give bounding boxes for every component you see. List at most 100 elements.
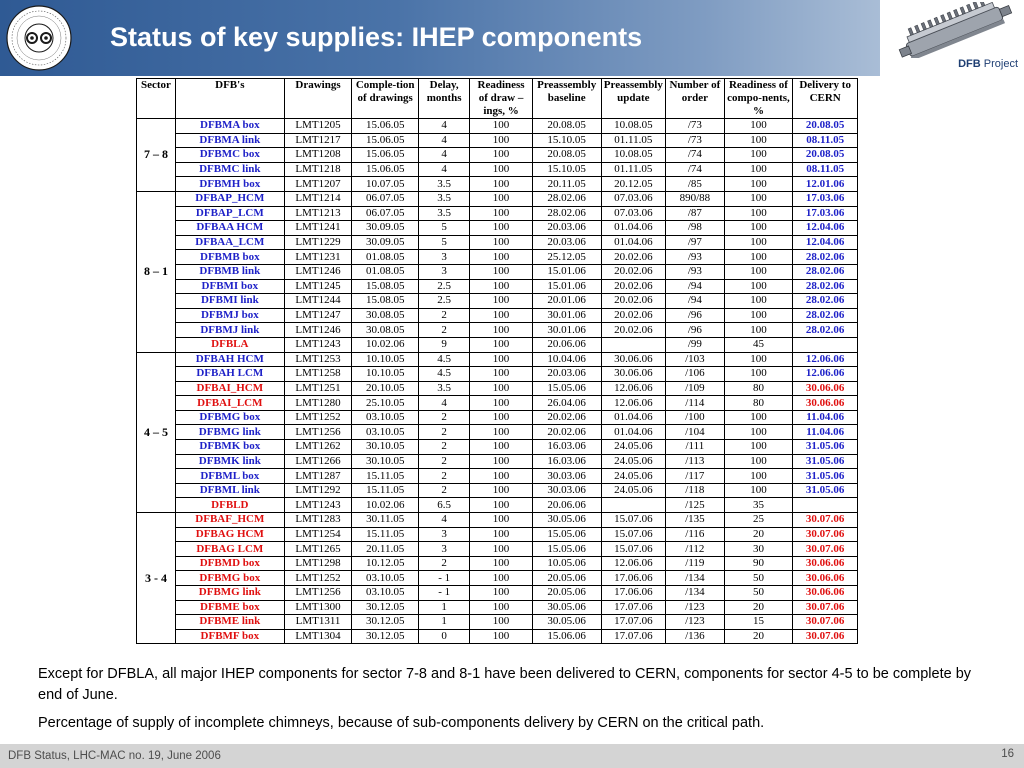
component-name: DFBMG link [174,424,285,441]
supplies-table-container: Sector DFB's Drawings Comple-tion of drawin… [136,78,858,650]
preassembly-baseline: 15.10.05 [531,161,602,178]
component-name: DFBAP_HCM [174,190,285,207]
component-readiness: 50 [723,570,794,586]
component-readiness: 100 [723,190,794,207]
delay-months: 5 [418,220,471,236]
preassembly-update: 01.04.06 [600,409,667,426]
supplies-table: Sector DFB's Drawings Comple-tion of drawin… [136,78,858,645]
drawing-readiness: 100 [469,555,533,572]
component-readiness: 100 [723,351,794,368]
preassembly-update [600,497,667,514]
drawing-number: LMT1229 [283,234,353,251]
component-readiness: 100 [723,118,794,134]
completion-date: 06.07.05 [351,190,420,207]
preassembly-baseline: 20.02.06 [531,424,602,441]
delivery-date: 31.05.06 [792,453,858,470]
preassembly-update: 01.04.06 [600,234,667,251]
delay-months: 3 [418,541,471,557]
drawing-number: LMT1298 [283,555,353,572]
column-header: Sector [136,78,176,119]
drawing-readiness: 100 [469,424,533,441]
table-row: DFBMC box LMT1208 15.06.05 4 100 20.08.05 10.0… [137,147,858,163]
order-number: /87 [665,205,725,222]
delay-months: 2 [418,439,471,455]
completion-date: 15.06.05 [351,132,420,149]
table-row: DFBMJ link LMT1246 30.08.05 2 100 30.01.06 20.… [137,322,858,338]
drawing-readiness: 100 [469,409,533,426]
component-readiness: 80 [723,380,794,397]
delay-months: 6.5 [418,497,471,514]
completion-date: 30.08.05 [351,307,420,324]
completion-date: 20.11.05 [351,541,420,557]
preassembly-update: 15.07.06 [600,526,667,543]
drawing-number: LMT1207 [283,176,353,192]
sector-cell: 8 – 1 [136,190,176,353]
component-readiness: 15 [723,614,794,630]
delivery-date: 30.07.06 [792,628,858,645]
delay-months: 2 [418,482,471,499]
drawing-readiness: 100 [469,395,533,411]
preassembly-update: 17.06.06 [600,570,667,586]
completion-date: 25.10.05 [351,395,420,411]
component-readiness: 45 [723,336,794,353]
component-name: DFBMF box [174,628,285,645]
table-row: DFBME link LMT1311 30.12.05 1 100 30.05.06 17.… [137,614,858,630]
delivery-date: 30.06.06 [792,555,858,572]
component-readiness: 100 [723,263,794,280]
delivery-date: 30.07.06 [792,614,858,630]
preassembly-baseline: 15.06.06 [531,628,602,645]
drawing-number: LMT1243 [283,497,353,514]
delivery-date: 08.11.05 [792,132,858,149]
drawing-readiness: 100 [469,351,533,368]
completion-date: 15.08.05 [351,278,420,295]
component-name: DFBML box [174,468,285,484]
component-name: DFBAF_HCM [174,512,285,528]
page-number: 16 [1001,748,1014,760]
completion-date: 15.11.05 [351,526,420,543]
component-name: DFBAG LCM [174,541,285,557]
delay-months: 4 [418,132,471,149]
component-name: DFBMK box [174,439,285,455]
drawing-readiness: 100 [469,176,533,192]
component-readiness: 100 [723,132,794,149]
column-header: Drawings [283,78,353,119]
completion-date: 15.11.05 [351,482,420,499]
drawing-readiness: 100 [469,497,533,514]
component-name: DFBLD [174,497,285,514]
component-readiness: 100 [723,453,794,470]
delivery-date [792,336,858,353]
order-number: /73 [665,118,725,134]
completion-date: 30.09.05 [351,234,420,251]
drawing-number: LMT1247 [283,307,353,324]
delay-months: 4 [418,395,471,411]
completion-date: 30.10.05 [351,439,420,455]
drawing-readiness: 100 [469,234,533,251]
component-readiness: 90 [723,555,794,572]
drawing-readiness: 100 [469,249,533,265]
delivery-date: 28.02.06 [792,293,858,309]
component-name: DFBML link [174,482,285,499]
preassembly-update: 20.02.06 [600,307,667,324]
component-name: DFBMG box [174,409,285,426]
preassembly-update [600,336,667,353]
table-row: 4 – 5 DFBAH HCM LMT1253 10.10.05 4.5 100 10.04… [136,351,858,514]
component-readiness: 100 [723,278,794,295]
drawing-number: LMT1218 [283,161,353,178]
component-name: DFBMG link [174,585,285,601]
delivery-date: 31.05.06 [792,468,858,484]
preassembly-baseline: 15.01.06 [531,278,602,295]
column-header: Number of order [665,78,725,119]
preassembly-update: 01.04.06 [600,220,667,236]
delivery-date: 11.04.06 [792,424,858,441]
drawing-number: LMT1265 [283,541,353,557]
dfb-cryostat-icon [898,2,1013,58]
preassembly-update: 07.03.06 [600,205,667,222]
completion-date: 01.08.05 [351,263,420,280]
table-row: DFBMG link LMT1256 03.10.05- 1 100 20.05.06 1… [137,585,858,601]
preassembly-update: 12.06.06 [600,395,667,411]
table-row: DFBMI box LMT1245 15.08.05 2.5 100 15.01.06 20… [137,278,858,295]
delay-months: 3 [418,526,471,543]
completion-date: 10.12.05 [351,555,420,572]
drawing-number: LMT1283 [283,512,353,528]
table-row: DFBMG link LMT1256 03.10.05 2 100 20.02.06 01.… [137,424,858,441]
